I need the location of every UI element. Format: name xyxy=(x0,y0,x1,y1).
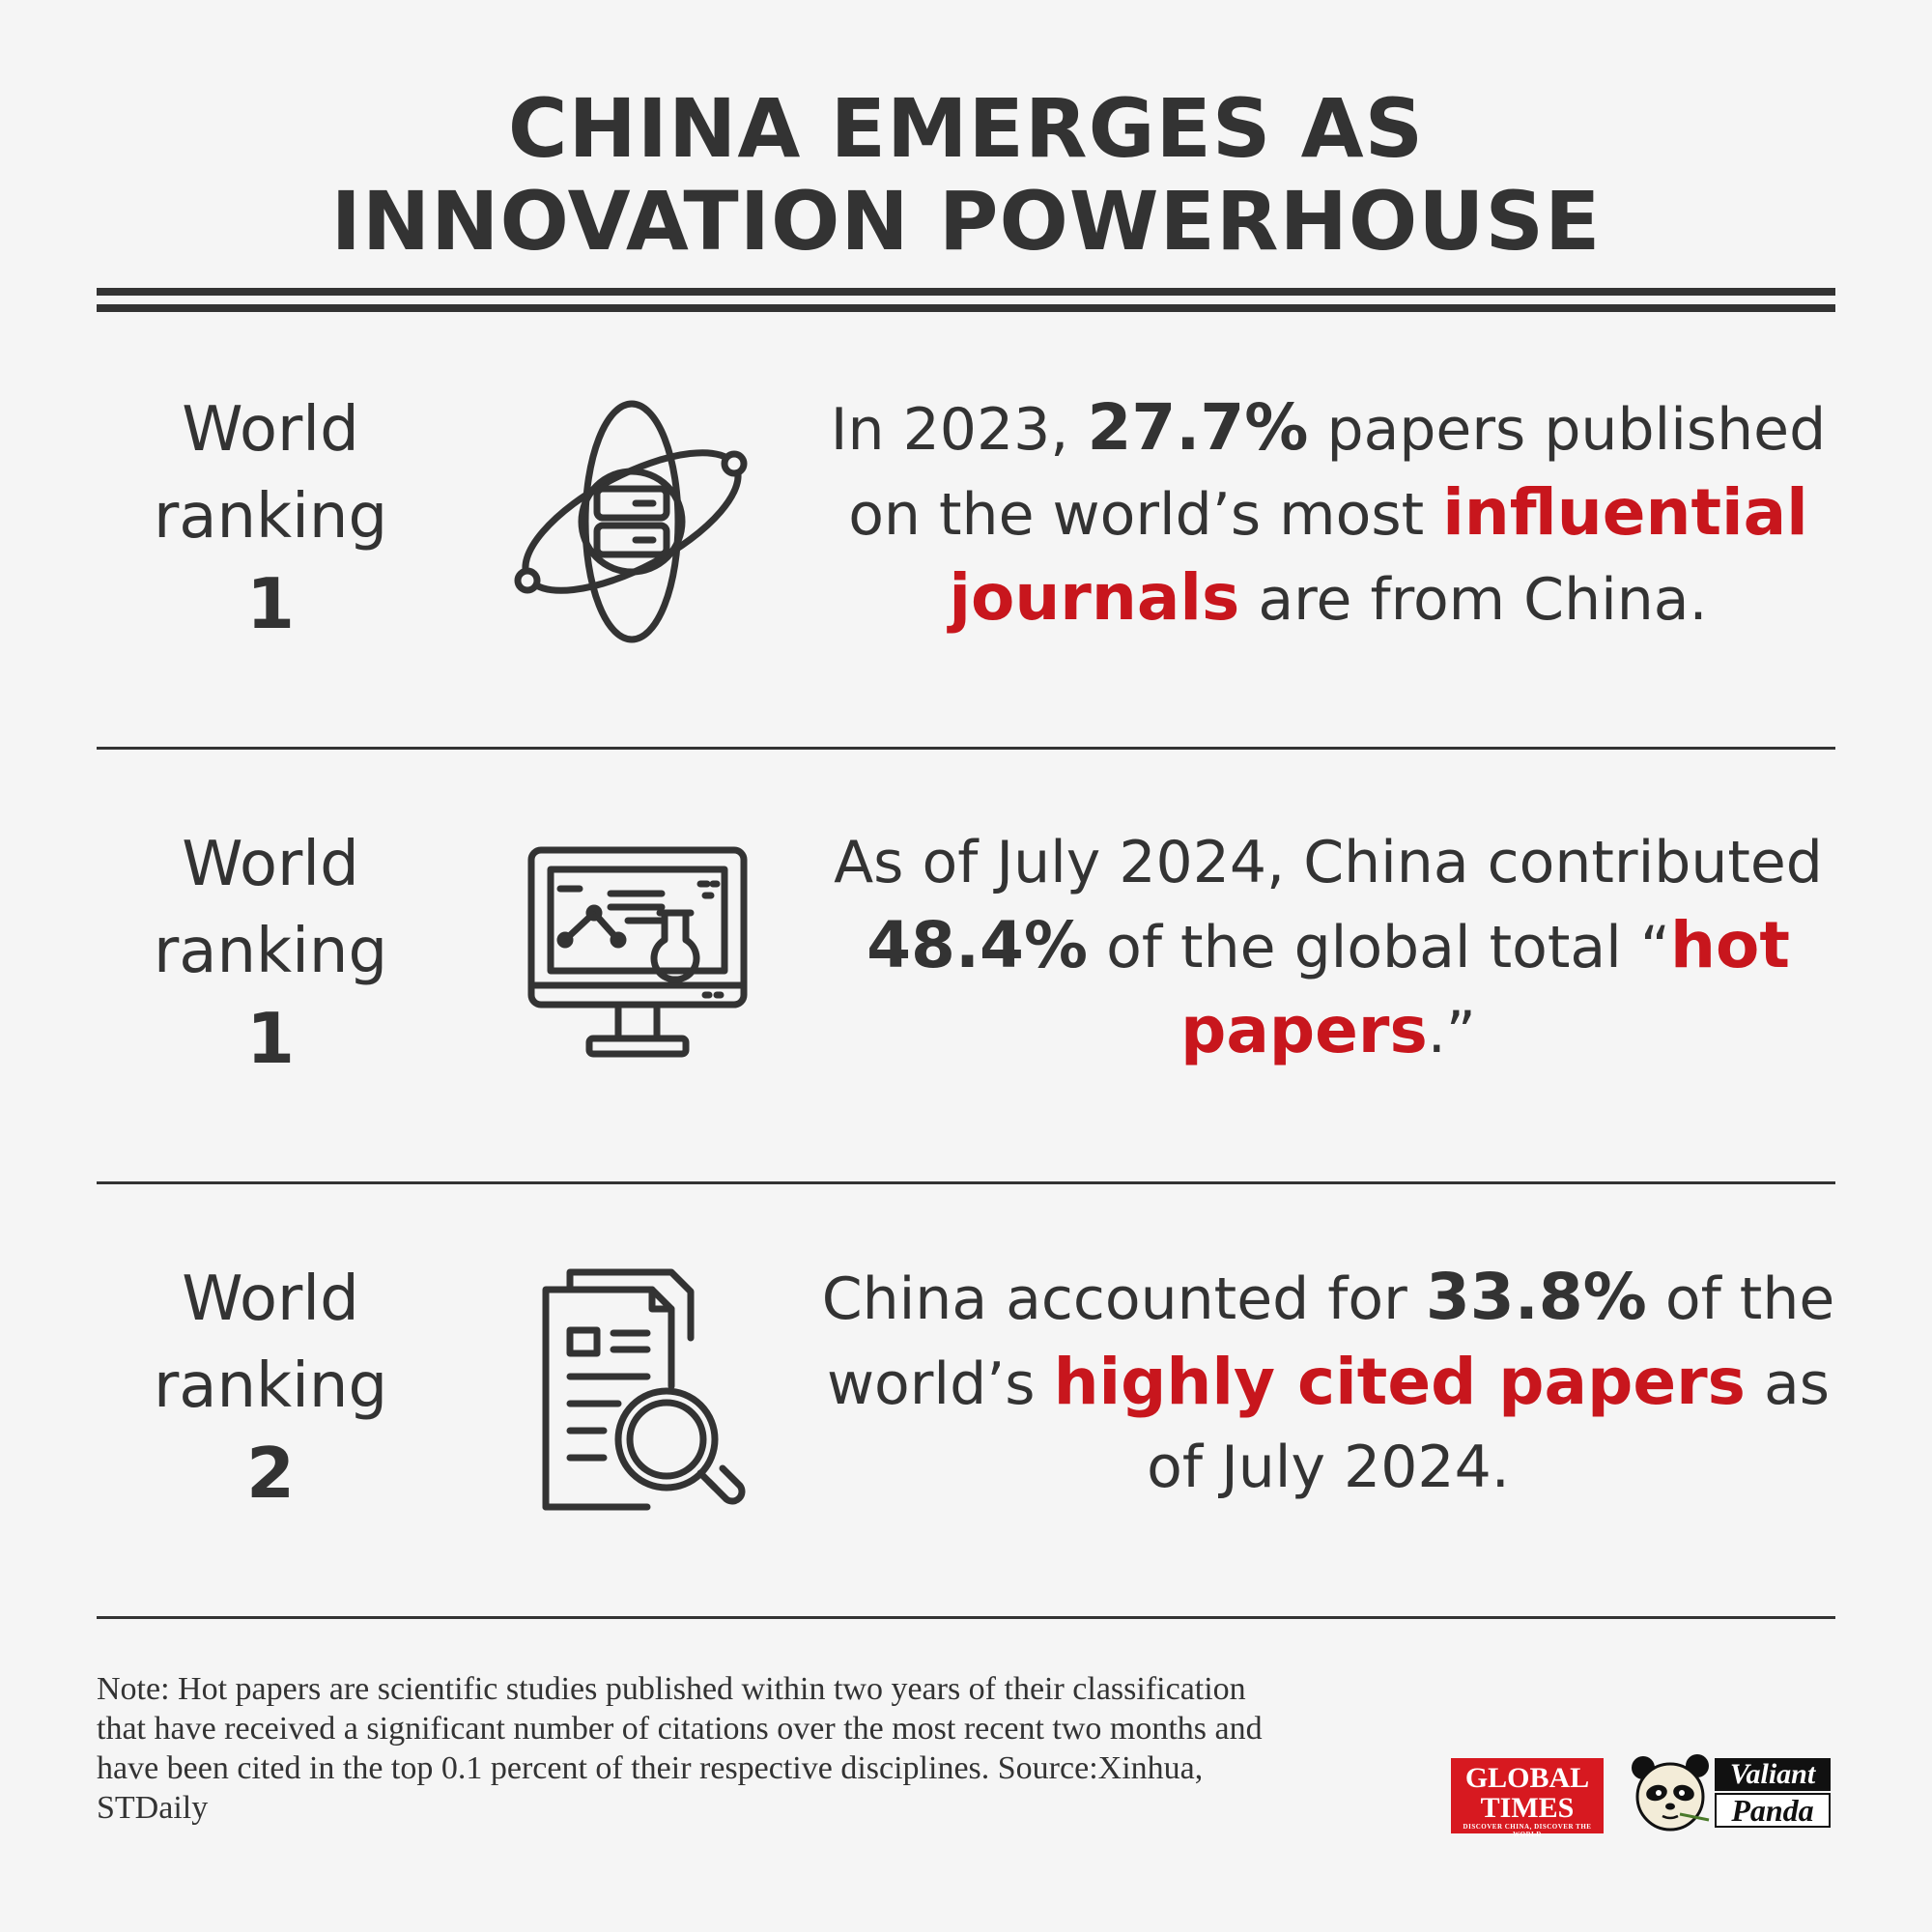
desc-text: of the global total “ xyxy=(1088,914,1671,981)
ranking-label-world: World xyxy=(182,1264,359,1335)
ranking-label-ranking: ranking xyxy=(153,1350,388,1422)
footnote: Note: Hot papers are scientific studies … xyxy=(97,1671,1263,1826)
stat-row-2: World ranking 1 As xyxy=(0,821,1932,1111)
stat-description: As of July 2024, China contributed 48.4%… xyxy=(811,821,1845,1074)
stat-percentage: 48.4% xyxy=(867,908,1089,982)
title-divider-top xyxy=(97,288,1835,296)
ranking-value: 1 xyxy=(245,563,296,644)
logo-tagline: DISCOVER CHINA, DISCOVER THE WORLD xyxy=(1463,1823,1592,1838)
stat-description: In 2023, 27.7% papers published on the w… xyxy=(811,386,1845,641)
page-title: CHINA EMERGES AS INNOVATION POWERHOUSE xyxy=(0,82,1932,268)
logo-text: GLOBAL xyxy=(1464,1762,1590,1794)
logo-text: TIMES xyxy=(1480,1792,1575,1824)
title-divider-bottom xyxy=(97,304,1835,312)
ranking-value: 2 xyxy=(245,1433,296,1514)
stat-row-1: World ranking 1 In 2023, 27.7% papers pu… xyxy=(0,386,1932,676)
ranking-label-world: World xyxy=(182,394,359,466)
stat-percentage: 27.7% xyxy=(1087,390,1309,465)
global-times-logo: GLOBAL TIMES DISCOVER CHINA, DISCOVER TH… xyxy=(1451,1758,1604,1838)
ranking-label-world: World xyxy=(182,829,359,900)
desc-text: China accounted for xyxy=(821,1265,1426,1333)
highlight-text: hot papers xyxy=(1180,908,1790,1067)
desc-text: .” xyxy=(1427,999,1476,1066)
highlight-text: highly cited papers xyxy=(1053,1345,1746,1419)
title-line-1: CHINA EMERGES AS xyxy=(507,81,1425,176)
desc-text: papers published on the world’s most xyxy=(848,396,1827,549)
section-divider xyxy=(97,1616,1835,1619)
desc-text: of the world’s xyxy=(826,1265,1835,1418)
logo-text: Panda xyxy=(1715,1793,1831,1828)
section-divider xyxy=(97,1181,1835,1184)
ranking-label-ranking: ranking xyxy=(153,916,388,987)
ranking-block: World ranking 1 xyxy=(126,386,415,647)
stat-description: China accounted for 33.8% of the world’s… xyxy=(811,1256,1845,1509)
ranking-value: 1 xyxy=(245,998,296,1079)
section-divider xyxy=(97,747,1835,750)
title-line-2: INNOVATION POWERHOUSE xyxy=(330,174,1602,269)
stat-row-3: World ranking 2 China accounted for 33.8… xyxy=(0,1256,1932,1546)
ranking-block: World ranking 2 xyxy=(126,1256,415,1517)
highlight-text: influential journals xyxy=(949,475,1808,635)
desc-text: In 2023, xyxy=(830,396,1088,464)
stat-percentage: 33.8% xyxy=(1425,1260,1647,1334)
logo-text: Valiant xyxy=(1715,1758,1831,1791)
monitor-lab-icon xyxy=(527,846,748,1058)
document-search-icon xyxy=(542,1268,746,1511)
panda-icon xyxy=(1632,1754,1710,1832)
ranking-block: World ranking 1 xyxy=(126,821,415,1082)
atom-server-icon xyxy=(514,400,748,643)
desc-text: are from China. xyxy=(1239,566,1708,634)
desc-text: as of July 2024. xyxy=(1147,1350,1831,1501)
desc-text: As of July 2024, China contributed xyxy=(834,829,1823,896)
valiant-panda-logo: Valiant Panda xyxy=(1628,1750,1835,1837)
ranking-label-ranking: ranking xyxy=(153,481,388,553)
